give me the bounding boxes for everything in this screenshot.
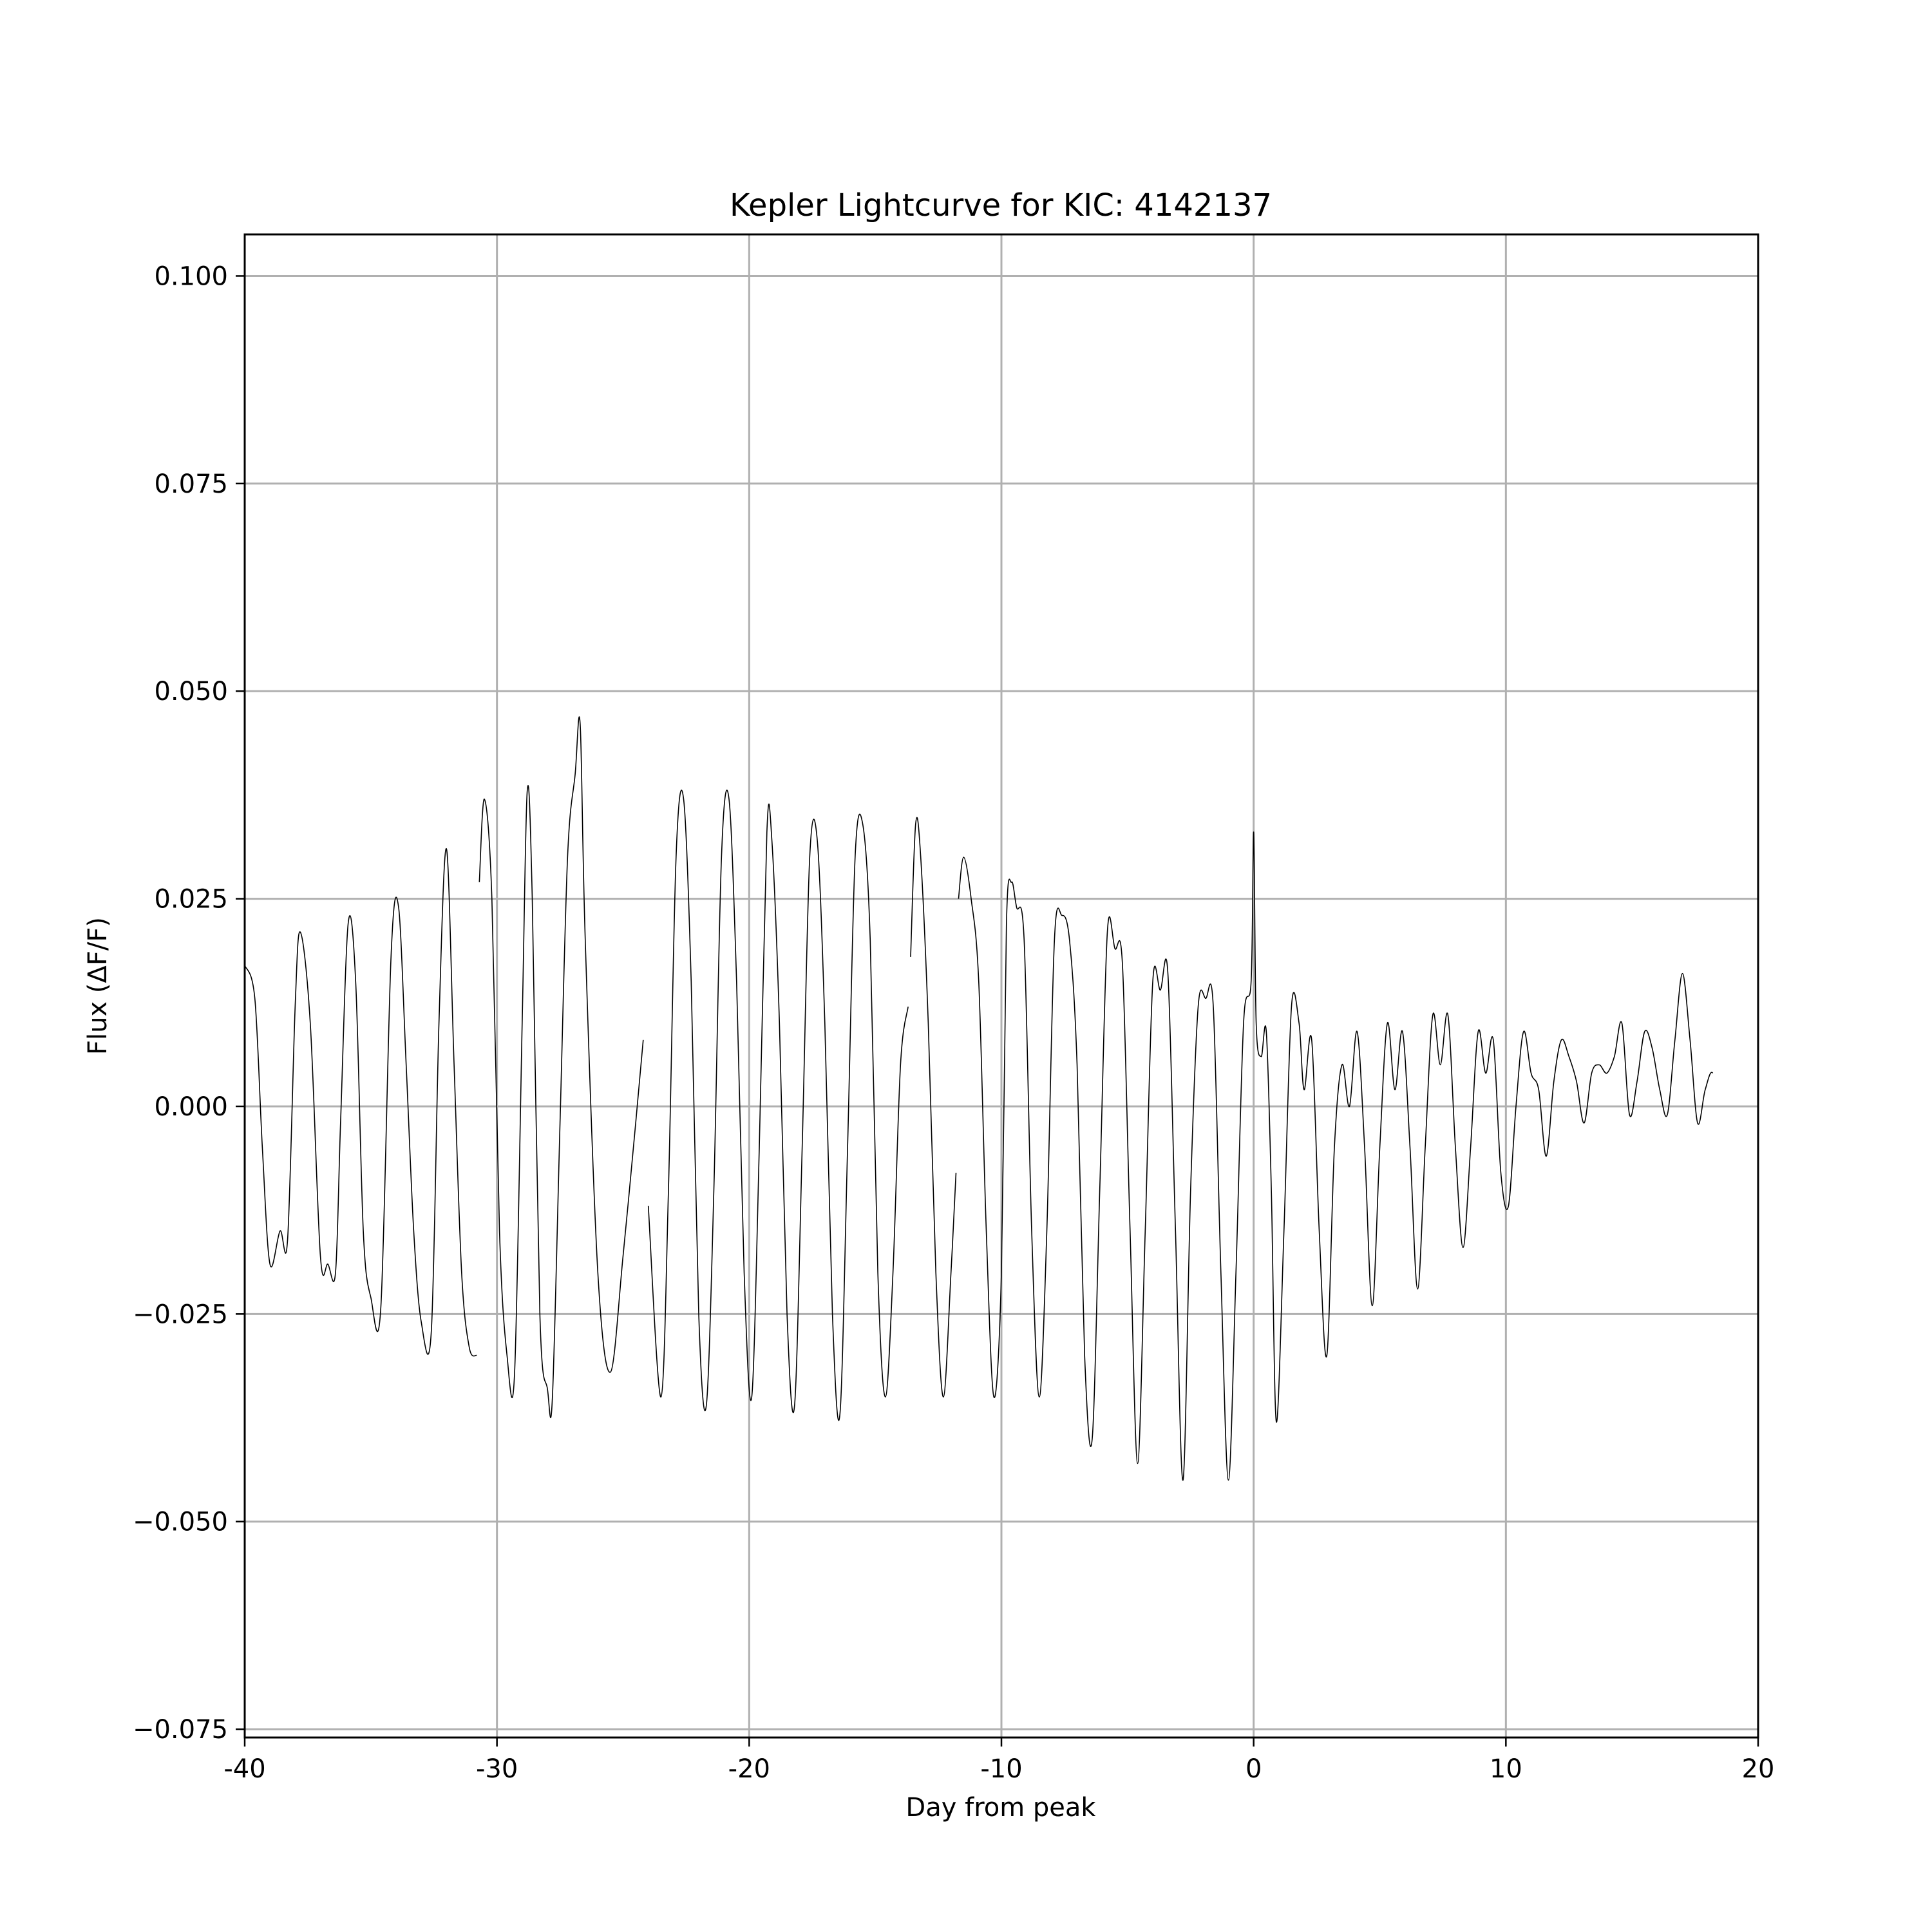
y-tick-label: 0.100 (154, 261, 228, 291)
y-tick-label: −0.025 (133, 1300, 228, 1329)
axis-ticks: -40 -30 -20 -10 0 10 20 0.100 0.075 0.050 0.025 0.0… (133, 261, 1774, 1784)
x-tick-label: 0 (1245, 1754, 1262, 1784)
x-tick-label: 20 (1742, 1754, 1775, 1784)
y-tick-label: 0.050 (154, 677, 228, 706)
lightcurve-series (244, 716, 1714, 1481)
y-tick-label: 0.025 (154, 885, 228, 914)
lightcurve-segment (478, 716, 644, 1418)
lightcurve-segment (958, 831, 1714, 1481)
y-tick-label: −0.075 (133, 1715, 228, 1745)
lightcurve-segment (910, 817, 957, 1398)
x-tick-label: -40 (223, 1754, 265, 1784)
y-tick-label: 0.075 (154, 469, 228, 499)
x-tick-label: -30 (476, 1754, 518, 1784)
x-tick-label: -10 (980, 1754, 1022, 1784)
chart-title: Kepler Lightcurve for KIC: 4142137 (730, 187, 1272, 223)
lightcurve-segment (244, 848, 477, 1357)
lightcurve-segment (647, 790, 909, 1421)
y-tick-label: 0.000 (154, 1092, 228, 1122)
x-axis-label: Day from peak (905, 1793, 1096, 1823)
y-tick-label: −0.050 (133, 1508, 228, 1537)
y-axis-label: Flux (ΔF/F) (83, 917, 113, 1055)
x-tick-label: -20 (728, 1754, 770, 1784)
x-tick-label: 10 (1490, 1754, 1522, 1784)
